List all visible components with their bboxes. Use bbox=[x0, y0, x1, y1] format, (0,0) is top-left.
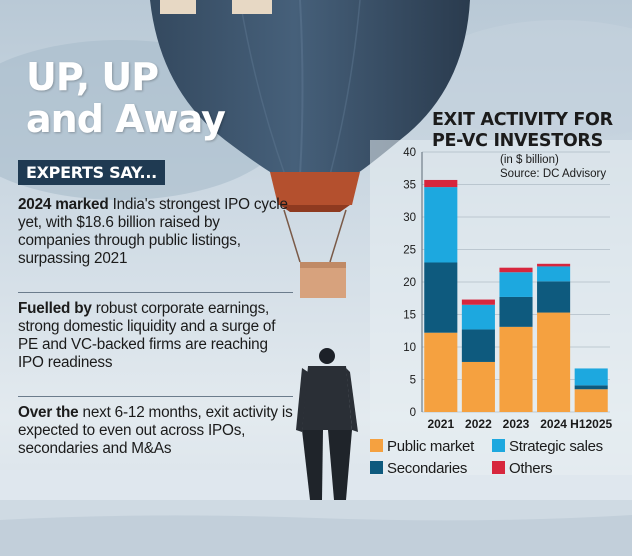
man-figure bbox=[296, 348, 358, 500]
legend-label: Public market bbox=[387, 438, 474, 455]
bar-segment bbox=[424, 179, 458, 188]
bar-segment bbox=[499, 296, 533, 327]
chart-title-line-2: PE-VC INVESTORS bbox=[432, 131, 603, 151]
bar-segment bbox=[574, 368, 608, 386]
headline-line-1: UP, UP bbox=[26, 55, 159, 99]
legend-item: Others bbox=[492, 460, 553, 478]
legend-label: Others bbox=[509, 460, 553, 477]
legend-swatch bbox=[370, 461, 383, 474]
headline: UP, UP and Away bbox=[26, 55, 226, 141]
chart-title: EXIT ACTIVITY FOR PE-VC INVESTORS bbox=[432, 110, 613, 152]
bar-segment bbox=[537, 281, 571, 313]
paragraph-1-lead: 2024 marked bbox=[18, 196, 109, 213]
legend-label: Secondaries bbox=[387, 460, 468, 477]
bar-segment bbox=[461, 329, 495, 362]
bar-segment bbox=[499, 267, 533, 273]
x-tick-label: 2024 bbox=[540, 417, 567, 431]
legend-item: Strategic sales bbox=[492, 438, 603, 456]
legend-swatch bbox=[492, 461, 505, 474]
bar-segment bbox=[574, 389, 608, 412]
bar-segment bbox=[537, 263, 571, 267]
chart-unit: (in $ billion) bbox=[500, 154, 559, 166]
y-tick-label: 30 bbox=[403, 212, 416, 224]
legend-swatch bbox=[370, 439, 383, 452]
chart-source: Source: DC Advisory bbox=[500, 168, 607, 180]
y-tick-label: 40 bbox=[403, 147, 416, 159]
paragraph-2-lead: Fuelled by bbox=[18, 300, 92, 317]
divider-1 bbox=[18, 292, 293, 293]
bar-segment bbox=[499, 326, 533, 412]
y-tick-label: 20 bbox=[403, 277, 416, 289]
experts-say-label: EXPERTS SAY... bbox=[18, 160, 165, 185]
bar-segment bbox=[537, 266, 571, 282]
bar-segment bbox=[461, 361, 495, 412]
divider-2 bbox=[18, 396, 293, 397]
bar-segment bbox=[424, 332, 458, 412]
bar-segment bbox=[574, 385, 608, 390]
balloon-envelope bbox=[150, 0, 470, 175]
paragraph-3-lead: Over the bbox=[18, 404, 79, 421]
y-tick-label: 35 bbox=[403, 180, 416, 192]
x-tick-label: 2023 bbox=[503, 417, 530, 431]
paragraph-1: 2024 marked India's strongest IPO cycle … bbox=[18, 196, 293, 268]
chart-title-line-1: EXIT ACTIVITY FOR bbox=[432, 110, 613, 130]
x-tick-label: H12025 bbox=[570, 417, 612, 431]
bar-segment bbox=[424, 187, 458, 263]
paragraph-2-text: robust corporate earnings, strong domest… bbox=[18, 300, 276, 371]
paragraph-3-text: next 6-12 months, exit activity is expec… bbox=[18, 404, 293, 457]
legend-item: Public market bbox=[370, 438, 474, 456]
paragraph-3: Over the next 6-12 months, exit activity… bbox=[18, 404, 293, 458]
x-tick-label: 2022 bbox=[465, 417, 492, 431]
y-tick-label: 25 bbox=[403, 245, 416, 257]
y-tick-label: 5 bbox=[410, 375, 416, 387]
bar-segment bbox=[461, 304, 495, 330]
bar-segment bbox=[424, 262, 458, 333]
y-tick-label: 15 bbox=[403, 310, 416, 322]
bar-segment bbox=[461, 299, 495, 305]
y-tick-label: 10 bbox=[403, 342, 416, 354]
paragraph-2: Fuelled by robust corporate earnings, st… bbox=[18, 300, 293, 372]
legend-label: Strategic sales bbox=[509, 438, 603, 455]
bar-segment bbox=[537, 312, 571, 412]
headline-line-2: and Away bbox=[26, 97, 226, 141]
y-tick-label: 0 bbox=[410, 407, 416, 419]
legend-swatch bbox=[492, 439, 505, 452]
legend-item: Secondaries bbox=[370, 460, 467, 478]
bar-segment bbox=[499, 272, 533, 297]
x-tick-label: 2021 bbox=[427, 417, 454, 431]
paragraph-1-text: India's strongest IPO cycle yet, with $1… bbox=[18, 196, 288, 267]
